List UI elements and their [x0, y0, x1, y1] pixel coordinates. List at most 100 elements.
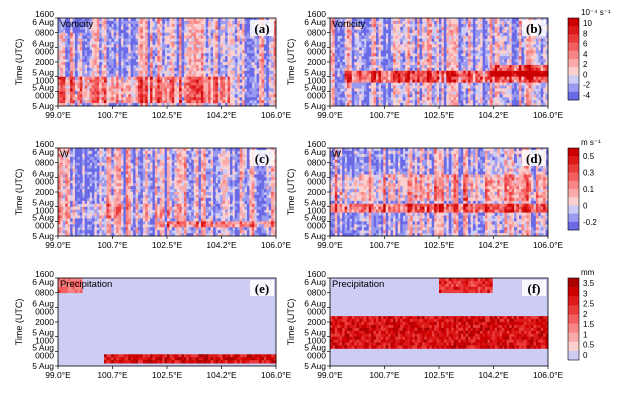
field-cell: [94, 209, 98, 213]
field-cell: [426, 18, 430, 22]
field-cell: [511, 91, 515, 95]
field-cell: [128, 35, 132, 39]
field-cell: [142, 91, 146, 95]
field-cell: [188, 44, 192, 48]
field-cell: [371, 82, 374, 86]
field-cell: [140, 91, 144, 95]
field-cell: [77, 41, 81, 45]
field-cell: [509, 79, 513, 83]
field-cell: [337, 23, 341, 28]
field-cell: [198, 20, 202, 25]
field-cell: [82, 150, 86, 155]
field-cell: [337, 88, 341, 92]
field-cell: [152, 26, 156, 31]
field-cell: [422, 53, 425, 57]
field-cell: [417, 97, 421, 101]
field-cell: [426, 53, 430, 57]
field-cell: [196, 56, 199, 60]
field-cell: [200, 59, 204, 63]
field-cell: [376, 35, 379, 39]
field-cell: [220, 73, 224, 78]
field-cell: [261, 79, 265, 83]
field-cell: [60, 79, 64, 83]
field-cell: [246, 18, 250, 22]
field-cell: [480, 47, 483, 51]
field-cell: [72, 227, 76, 231]
field-cell: [363, 32, 367, 36]
field-cell: [133, 76, 136, 80]
y-tick-line: 0800: [35, 28, 54, 38]
field-cell: [120, 29, 124, 34]
field-cell: [82, 194, 86, 199]
field-cell: [91, 159, 95, 164]
field-cell: [203, 97, 207, 101]
field-cell: [344, 41, 348, 45]
field-cell: [72, 50, 76, 54]
field-cell: [191, 20, 195, 25]
field-cell: [179, 20, 182, 25]
field-cell: [482, 62, 486, 66]
field-cell: [77, 197, 81, 202]
field-cell: [62, 183, 66, 187]
field-cell: [332, 44, 336, 48]
field-cell: [87, 67, 90, 72]
field-cell: [229, 32, 233, 36]
field-cell: [518, 38, 522, 42]
field-cell: [417, 94, 421, 98]
field-cell: [62, 103, 66, 107]
field-cell: [419, 32, 423, 36]
field-cell: [514, 73, 517, 78]
field-cell: [349, 41, 353, 45]
field-cell: [118, 79, 122, 83]
field-cell: [67, 212, 71, 216]
field-cell: [475, 103, 479, 107]
field-cell: [363, 50, 367, 54]
field-cell: [480, 97, 483, 101]
field-cell: [99, 38, 102, 42]
field-cell: [82, 209, 86, 213]
field-cell: [509, 23, 513, 28]
field-cell: [111, 67, 115, 72]
field-cell: [89, 26, 93, 31]
field-cell: [154, 20, 158, 25]
field-cell: [436, 85, 440, 89]
field-cell: [455, 97, 459, 101]
field-cell: [409, 70, 413, 75]
field-cell: [412, 64, 416, 69]
field-cell: [356, 62, 360, 66]
field-cell: [135, 20, 139, 25]
field-cell: [468, 56, 471, 60]
field-cell: [417, 44, 421, 48]
field-cell: [116, 70, 119, 75]
field-cell: [84, 224, 88, 228]
field-cell: [426, 73, 430, 78]
field-cell: [431, 85, 435, 89]
field-cell: [162, 91, 165, 95]
field-cell: [58, 212, 61, 216]
field-cell: [147, 44, 151, 48]
field-cell: [108, 94, 112, 98]
field-cell: [74, 209, 78, 213]
field-cell: [77, 85, 81, 89]
field-cell: [273, 70, 277, 75]
field-cell: [225, 64, 228, 69]
field-cell: [225, 62, 228, 66]
field-cell: [436, 20, 440, 25]
field-cell: [468, 70, 471, 75]
field-cell: [96, 82, 100, 86]
field-cell: [99, 44, 102, 48]
field-cell: [368, 85, 372, 89]
field-cell: [213, 73, 216, 78]
field-cell: [239, 82, 243, 86]
field-cell: [497, 79, 500, 83]
field-cell: [65, 88, 69, 92]
field-cell: [133, 91, 136, 95]
field-cell: [176, 91, 180, 95]
field-cell: [407, 100, 411, 104]
field-cell: [501, 64, 505, 69]
field-cell: [531, 88, 534, 92]
field-cell: [106, 20, 110, 25]
field-cell: [492, 62, 496, 66]
field-cell: [171, 56, 175, 60]
field-cell: [514, 23, 517, 28]
